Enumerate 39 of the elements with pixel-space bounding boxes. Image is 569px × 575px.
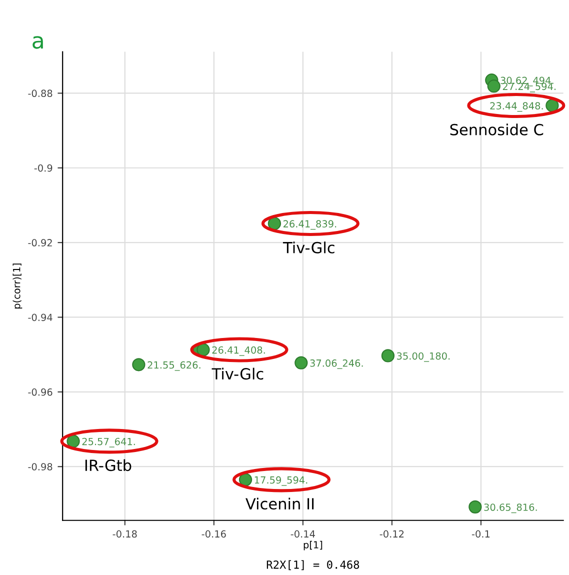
y-axis-title: p(corr)[1] <box>12 264 22 309</box>
text: R2X[1] = 0.468 <box>266 560 360 570</box>
y-tick-label: -0.94 <box>28 314 52 322</box>
y-tick-label: -0.88 <box>28 90 52 98</box>
point <box>66 434 80 448</box>
y-tick-label: -0.98 <box>28 463 52 470</box>
point <box>487 80 500 93</box>
point <box>268 216 282 230</box>
y-tick-label: -0.92 <box>28 239 52 246</box>
point <box>546 98 559 112</box>
data-label: 21.55_626. <box>148 361 200 371</box>
annotation: Sennoside C <box>450 124 544 136</box>
annotation: Tiv-Glc <box>212 368 264 380</box>
data-label: 17.59_594. <box>254 476 308 486</box>
point <box>381 349 395 362</box>
x-axis-title: p[1] <box>304 540 322 550</box>
data-label: 23.44_848. <box>490 102 543 112</box>
x-tick-label: -0.12 <box>380 530 404 538</box>
annotation: Tiv-Glc <box>282 242 334 254</box>
point <box>468 500 482 514</box>
text: a <box>32 36 43 49</box>
x-tick-label: -0.18 <box>112 530 137 538</box>
data-label: 37.06_246. <box>310 359 363 369</box>
y-tick-label: -0.96 <box>28 388 52 396</box>
x-tick-label: -0.1 <box>472 530 490 538</box>
data-label: 26.41_839. <box>283 220 336 230</box>
data-label: 35.00_180. <box>397 352 450 362</box>
point <box>238 473 252 486</box>
point <box>294 356 308 370</box>
y-tick-label: -0.9 <box>34 164 52 172</box>
point <box>196 343 210 356</box>
point <box>132 358 146 372</box>
data-label: 30.65_816. <box>484 504 537 514</box>
x-tick-label: -0.16 <box>202 530 226 538</box>
annotation: Vicenin II <box>246 498 314 510</box>
data-label: 25.57_641. <box>82 438 135 448</box>
annotation: IR-Gtb <box>85 459 132 472</box>
x-tick-label: -0.14 <box>290 530 315 538</box>
data-label: 26.41_408. <box>212 346 265 356</box>
